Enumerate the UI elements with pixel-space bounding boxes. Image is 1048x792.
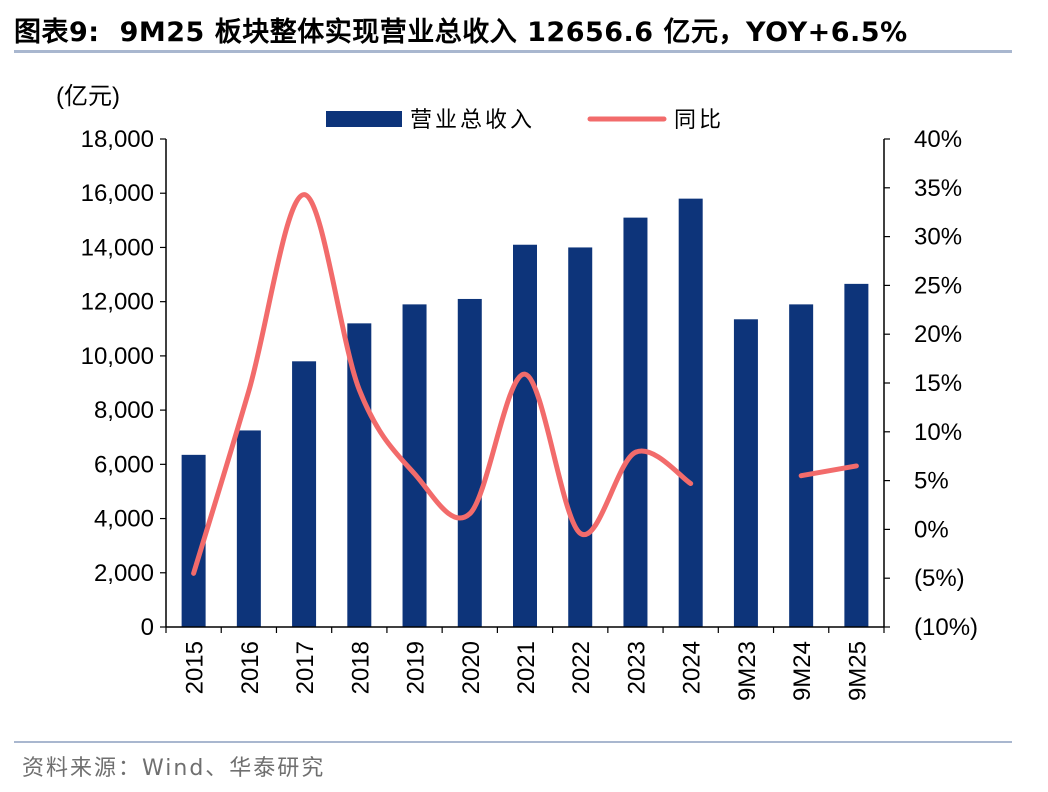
left-tick-label: 0 bbox=[141, 614, 154, 641]
right-tick-label: 5% bbox=[914, 468, 949, 495]
x-tick-label-2021: 2021 bbox=[513, 641, 540, 694]
x-tick-label-9M24: 9M24 bbox=[789, 641, 816, 701]
bar-2024 bbox=[678, 198, 703, 627]
legend-bar-swatch bbox=[326, 111, 402, 127]
bar-9M25 bbox=[844, 283, 869, 627]
left-tick-label: 12,000 bbox=[81, 289, 154, 316]
right-tick-label: 10% bbox=[914, 419, 962, 446]
left-tick-label: 6,000 bbox=[94, 451, 154, 478]
line-series bbox=[191, 192, 859, 576]
left-tick-label: 10,000 bbox=[81, 343, 154, 370]
left-tick-label: 2,000 bbox=[94, 560, 154, 587]
left-tick-label: 18,000 bbox=[81, 126, 154, 153]
bar-2020 bbox=[457, 298, 482, 627]
x-tick-label-2017: 2017 bbox=[292, 641, 319, 694]
x-tick-label-2022: 2022 bbox=[568, 641, 595, 694]
source-note: 资料来源：Wind、华泰研究 bbox=[22, 756, 326, 781]
right-tick-label: 30% bbox=[914, 224, 962, 251]
bar-series bbox=[181, 198, 869, 627]
right-tick-label: (5%) bbox=[914, 565, 965, 592]
bar-9M24 bbox=[789, 304, 814, 627]
right-tick-label: 20% bbox=[914, 321, 962, 348]
legend-bar-label: 营业总收入 bbox=[410, 108, 535, 133]
x-tick-label-9M23: 9M23 bbox=[734, 641, 761, 701]
x-axis-ticks: 2015 2016 2017 2018 2019 2020 2021 2022 2023 2024… bbox=[182, 641, 872, 701]
bar-2023 bbox=[623, 217, 648, 627]
figure-title: 9M25 板块整体实现营业总收入 12656.6 亿元，YOY+6.5% bbox=[119, 17, 908, 48]
left-tick-label: 14,000 bbox=[81, 234, 154, 261]
bar-2016 bbox=[236, 430, 261, 627]
x-tick-label-2023: 2023 bbox=[623, 641, 650, 694]
x-tick-label-2019: 2019 bbox=[403, 641, 430, 694]
yoy-line-segment-2 bbox=[798, 463, 859, 479]
right-tick-label: 35% bbox=[914, 175, 962, 202]
x-tick-label-2016: 2016 bbox=[237, 641, 264, 694]
x-tick-label-2018: 2018 bbox=[347, 641, 374, 694]
right-tick-label: 25% bbox=[914, 272, 962, 299]
left-tick-label: 16,000 bbox=[81, 180, 154, 207]
title-divider bbox=[14, 50, 1012, 53]
bar-2018 bbox=[347, 323, 372, 627]
yoy-line-segment-1 bbox=[191, 192, 694, 576]
bar-9M23 bbox=[733, 319, 758, 627]
bar-2021 bbox=[513, 244, 537, 627]
left-tick-label: 8,000 bbox=[94, 397, 154, 424]
right-tick-label: (10%) bbox=[914, 614, 978, 641]
x-tick-label-2015: 2015 bbox=[182, 641, 209, 694]
figure-label: 图表9: bbox=[14, 17, 100, 48]
bar-2022 bbox=[568, 247, 593, 627]
right-tick-label: 15% bbox=[914, 370, 962, 397]
right-axis-ticks: (10%) (5%) 0% 5% 10% 15% 20% 25% 30% 35% 40% bbox=[914, 126, 978, 641]
right-tick-label: 40% bbox=[914, 126, 962, 153]
legend: 营业总收入 同比 bbox=[326, 108, 724, 133]
bar-2017 bbox=[292, 361, 317, 627]
source-divider bbox=[14, 741, 1012, 743]
left-axis-unit-label: (亿元) bbox=[56, 83, 120, 110]
axes bbox=[160, 138, 890, 633]
x-tick-label-2020: 2020 bbox=[458, 641, 485, 694]
right-tick-label: 0% bbox=[914, 516, 949, 543]
left-axis-ticks: 0 2,000 4,000 6,000 8,000 10,000 12,000 14,000 1… bbox=[81, 126, 154, 641]
chart-title: 图表9: 9M25 板块整体实现营业总收入 12656.6 亿元，YOY+6.5% bbox=[14, 10, 908, 49]
x-tick-label-9M25: 9M25 bbox=[844, 641, 871, 701]
left-tick-label: 4,000 bbox=[94, 506, 154, 533]
x-tick-label-2024: 2024 bbox=[679, 641, 706, 694]
legend-line-label: 同比 bbox=[674, 108, 724, 133]
